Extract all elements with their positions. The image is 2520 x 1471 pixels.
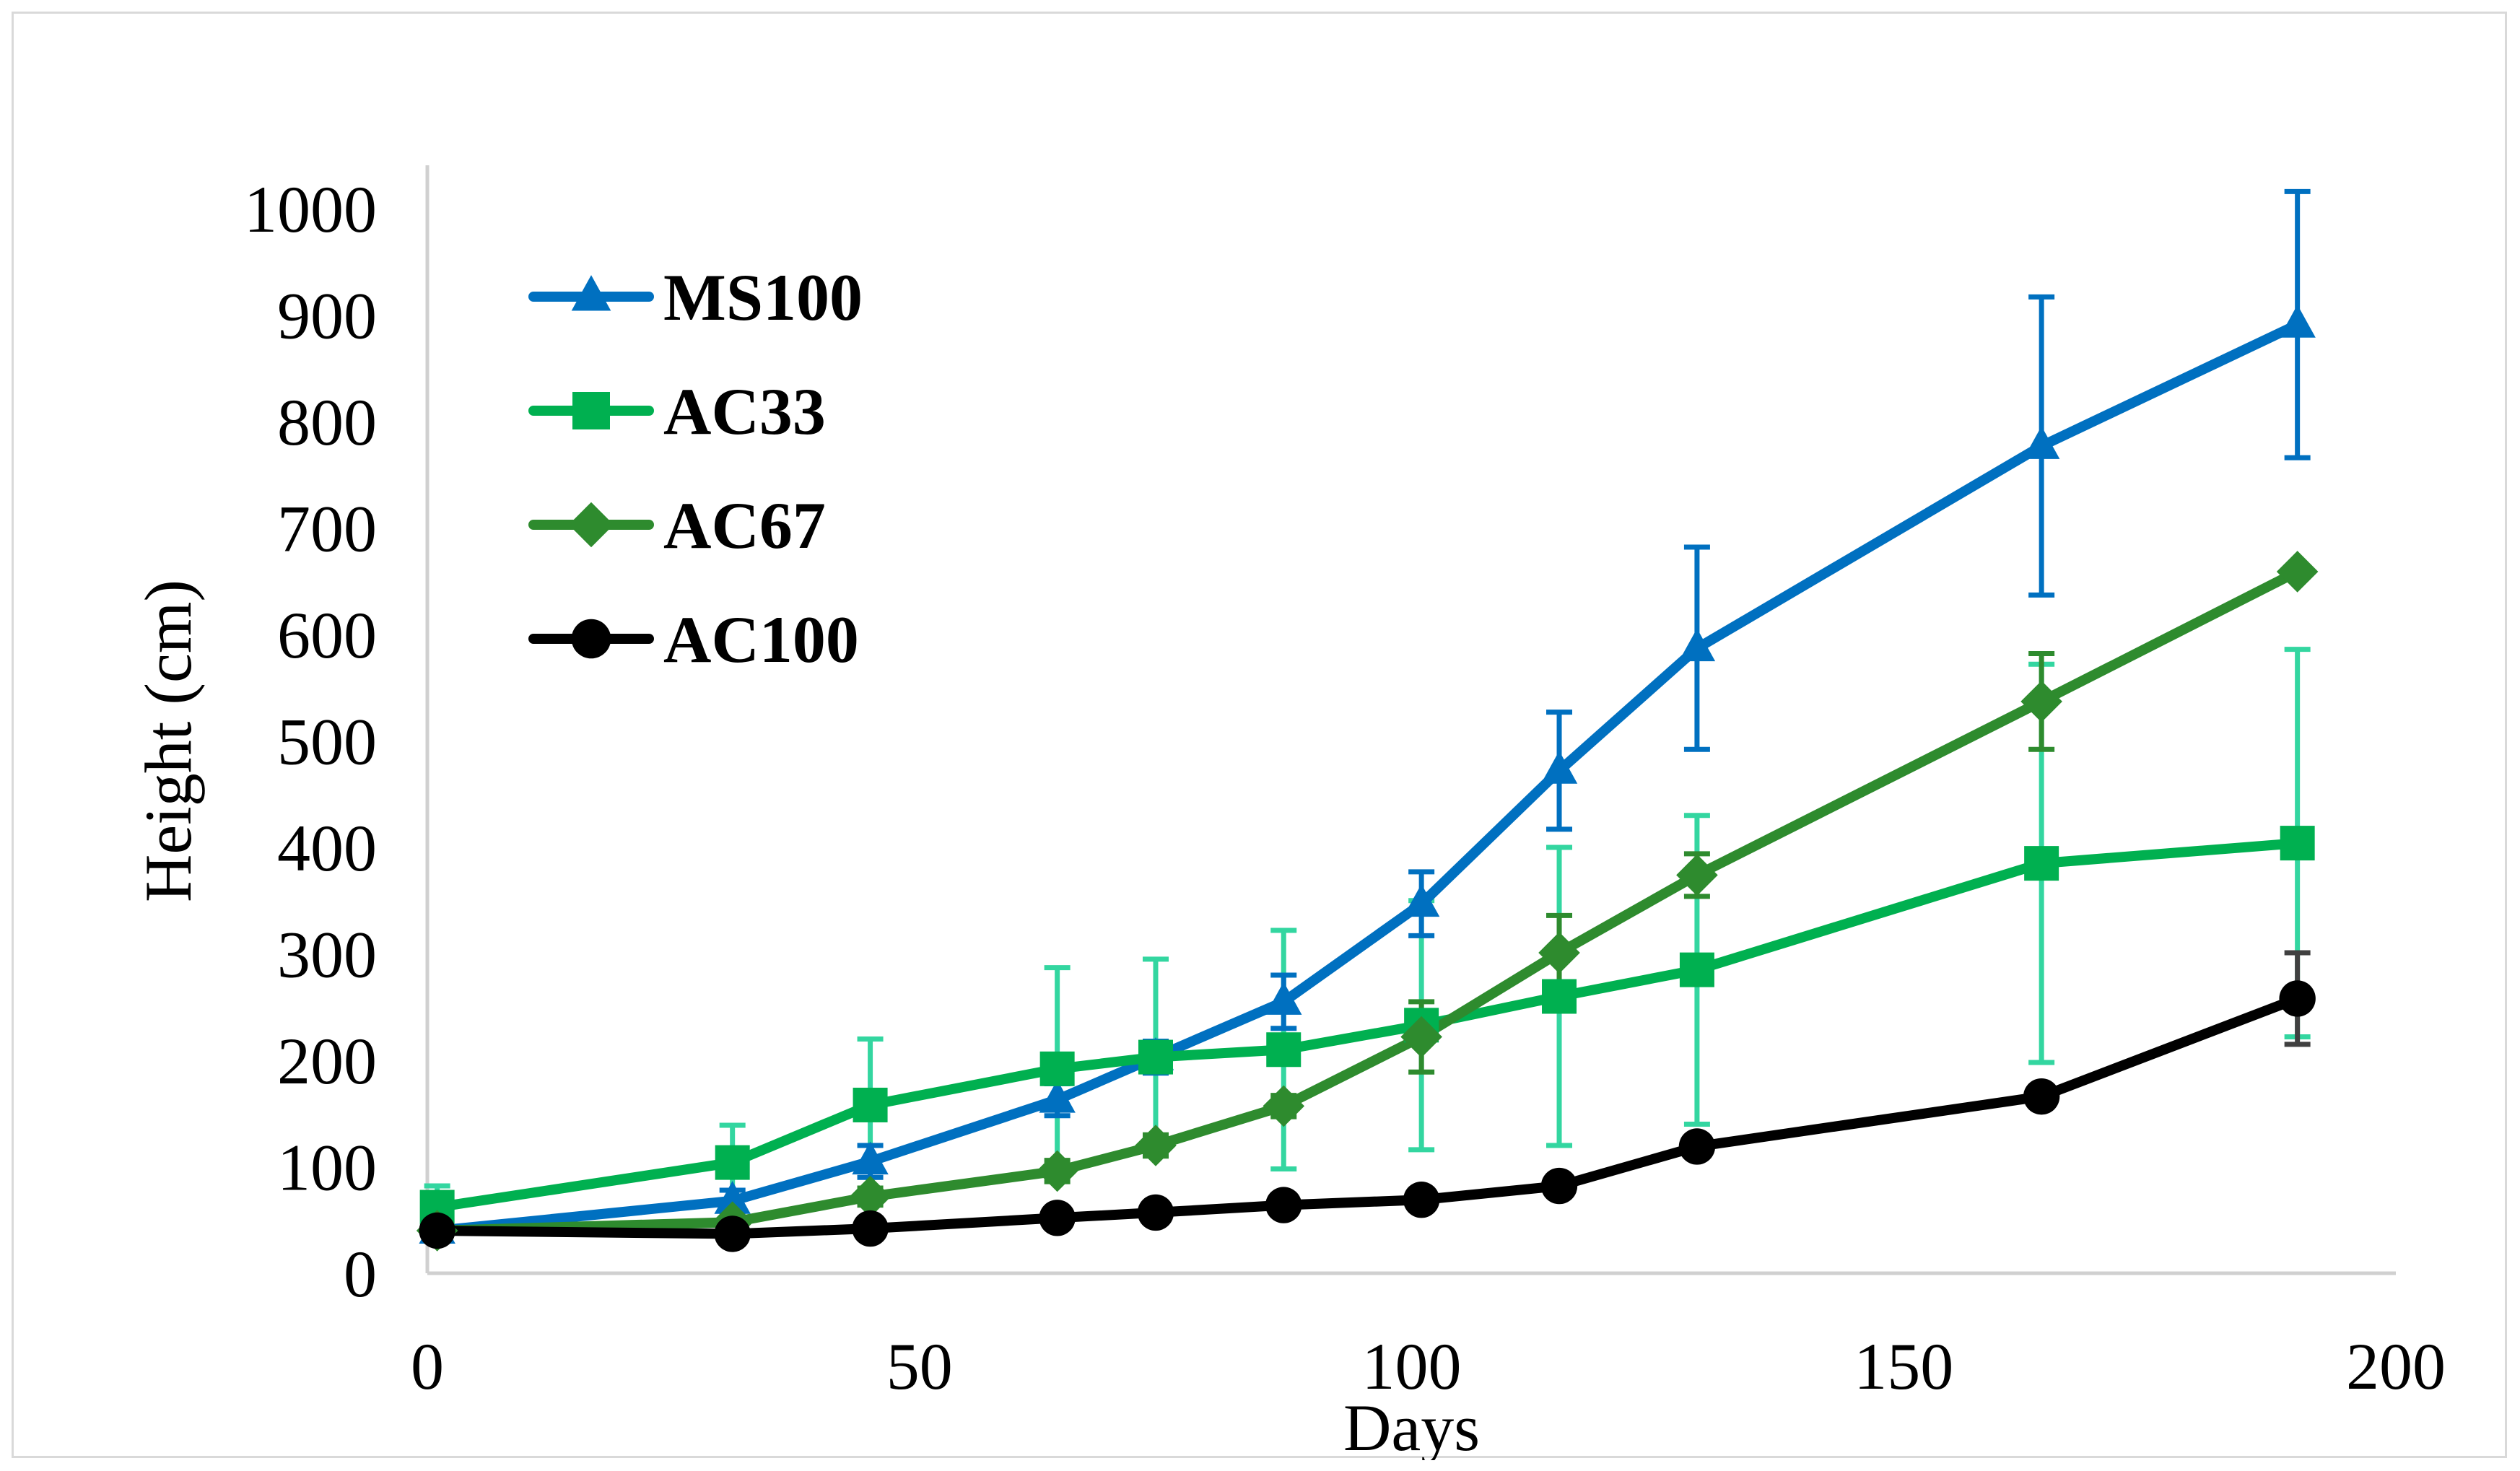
- data-point-ac100: [2279, 980, 2316, 1017]
- y-tick-label: 500: [277, 705, 377, 779]
- data-point-ms100: [714, 1181, 751, 1214]
- data-point-ac33: [853, 1087, 888, 1122]
- line-chart: 0 100 200 300 400 500 600 700 800 900 1000 0 50 100 15…: [131, 165, 2446, 1460]
- data-point-ms100: [1403, 883, 1440, 917]
- data-point-ac100: [1137, 1194, 1174, 1231]
- legend-label: AC33: [663, 375, 826, 448]
- y-tick-label: 200: [277, 1024, 377, 1098]
- data-point-ac67: [1263, 1085, 1305, 1127]
- y-tick-label: 900: [277, 279, 377, 353]
- legend-marker: [572, 392, 610, 429]
- x-tick-label: 150: [1854, 1330, 1953, 1403]
- data-point-ac33: [1542, 979, 1577, 1014]
- data-point-ac100: [1540, 1167, 1578, 1205]
- data-point-ac67: [1538, 932, 1580, 974]
- x-tick-label: 50: [886, 1330, 953, 1403]
- legend-label: AC100: [663, 603, 859, 676]
- data-point-ac100: [1403, 1182, 1440, 1218]
- y-tick-label: 400: [277, 811, 377, 885]
- y-tick-label: 600: [277, 598, 377, 672]
- y-tick-label: 0: [344, 1237, 377, 1311]
- data-point-ac67: [849, 1176, 891, 1218]
- data-point-ac33: [1679, 952, 1714, 987]
- x-tick-label: 0: [411, 1330, 444, 1403]
- data-point-ms100: [2279, 305, 2316, 338]
- x-tick-label: 100: [1362, 1330, 1462, 1403]
- axes: [425, 165, 2396, 1275]
- legend: MS100 AC33 AC67 AC100: [528, 261, 863, 676]
- legend-marker: [568, 502, 614, 548]
- tick-labels: 0 100 200 300 400 500 600 700 800 900 1000 0 50 100 15…: [244, 173, 2446, 1403]
- data-point-ac33: [2280, 826, 2315, 861]
- data-point-ac33: [1039, 1051, 1075, 1086]
- data-point-ac100: [852, 1210, 889, 1247]
- data-point-ac33: [1138, 1039, 1173, 1075]
- data-point-ac100: [2023, 1078, 2060, 1115]
- legend-label: AC67: [663, 489, 826, 562]
- series-markers: [416, 305, 2319, 1252]
- y-tick-label: 700: [277, 492, 377, 566]
- data-point-ms100: [1678, 628, 1716, 662]
- data-point-ac33: [715, 1145, 750, 1180]
- data-point-ac67: [2020, 681, 2062, 723]
- series-line-ms100: [432, 319, 2303, 1236]
- y-tick-label: 800: [277, 385, 377, 459]
- data-point-ac33: [1266, 1032, 1302, 1068]
- legend-label: MS100: [663, 261, 863, 334]
- data-point-ac100: [419, 1212, 455, 1249]
- y-tick-label: 1000: [244, 173, 377, 246]
- x-tick-label: 200: [2346, 1330, 2446, 1403]
- data-point-ac67: [1036, 1150, 1078, 1192]
- legend-marker: [571, 275, 611, 311]
- y-axis-title: Height (cm): [131, 580, 205, 902]
- data-point-ac100: [1039, 1200, 1076, 1236]
- data-point-ac67: [1676, 854, 1718, 896]
- data-point-ms100: [1265, 982, 1302, 1015]
- data-point-ac100: [1678, 1128, 1716, 1165]
- legend-marker: [571, 619, 611, 659]
- series-lines: [432, 319, 2303, 1239]
- data-point-ms100: [1039, 1079, 1076, 1113]
- y-tick-label: 100: [277, 1131, 377, 1205]
- data-point-ac67: [2276, 551, 2319, 593]
- data-point-ac67: [1135, 1125, 1177, 1166]
- data-point-ms100: [2023, 426, 2060, 459]
- data-point-ac67: [1400, 1016, 1442, 1058]
- data-point-ms100: [852, 1141, 889, 1175]
- data-point-ac33: [2024, 846, 2059, 881]
- data-point-ac100: [1265, 1187, 1302, 1223]
- data-point-ms100: [1540, 751, 1578, 784]
- error-bars: [424, 188, 2311, 1244]
- y-tick-label: 300: [277, 918, 377, 992]
- data-point-ac100: [714, 1215, 751, 1252]
- chart-area: 0 100 200 300 400 500 600 700 800 900 1000 0 50 100 15…: [12, 12, 2507, 1460]
- x-axis-title: Days: [1343, 1391, 1480, 1460]
